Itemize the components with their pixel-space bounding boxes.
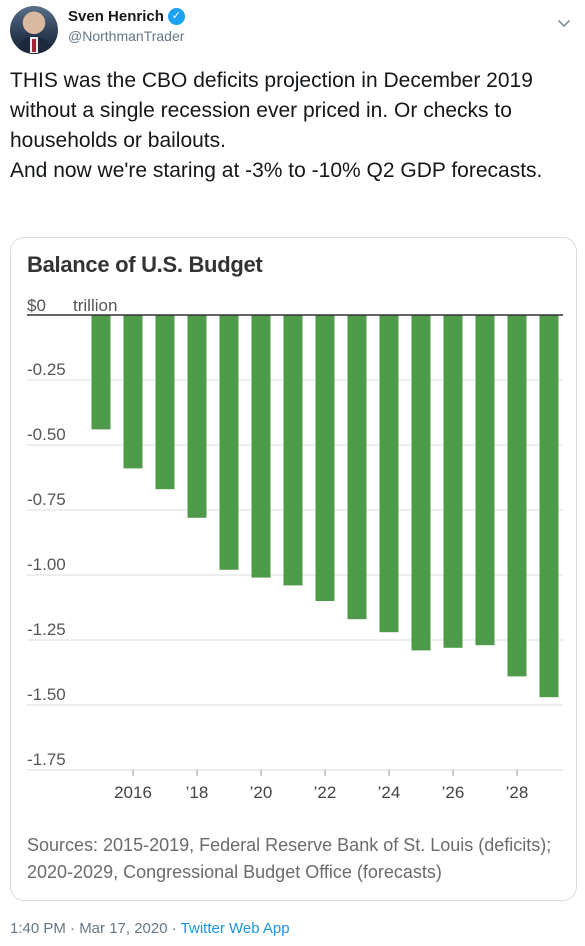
x-tick-label: ’20: [250, 783, 273, 802]
footer-separator: ·: [167, 920, 181, 937]
chart-image-card[interactable]: Balance of U.S. Budget $0 -0.25 -0.50 -0.75…: [10, 237, 577, 901]
author-name[interactable]: Sven Henrich: [68, 8, 164, 25]
bar-2022: [315, 315, 335, 601]
x-tick-label: ’28: [506, 783, 529, 802]
tweet-footer: 1:40 PM · Mar 17, 2020 · Twitter Web App: [10, 920, 290, 937]
y-tick-label: -0.25: [27, 360, 66, 379]
y-unit-label: trillion: [73, 296, 117, 315]
bar-2020: [251, 315, 271, 578]
chevron-down-icon[interactable]: [555, 14, 573, 32]
bar-2023: [347, 315, 367, 620]
bar-2018: [187, 315, 207, 518]
bar-2017: [155, 315, 175, 490]
source-app-link[interactable]: Twitter Web App: [180, 920, 290, 937]
x-tick-label: ’18: [186, 783, 209, 802]
author-handle[interactable]: @NorthmanTrader: [68, 28, 185, 44]
x-tick-label: ’26: [442, 783, 465, 802]
bar-2016: [123, 315, 143, 469]
budget-bar-chart: $0 -0.25 -0.50 -0.75 -1.00 -1.25 -1.50 -1.75 tri…: [27, 296, 563, 802]
chart-title: Balance of U.S. Budget: [27, 252, 263, 277]
bar-2026: [443, 315, 463, 648]
verified-badge-icon: ✓: [167, 8, 185, 25]
bar-2029: [539, 315, 559, 698]
chart-sources: Sources: 2015-2019, Federal Reserve Bank…: [27, 835, 552, 882]
y-tick-label: -0.75: [27, 490, 66, 509]
tweet-header: Sven Henrich ✓ @NorthmanTrader: [10, 6, 575, 56]
tweet-text: THIS was the CBO deficits projection in …: [10, 66, 575, 186]
bar-2025: [411, 315, 431, 651]
y-tick-label: -0.50: [27, 425, 66, 444]
tweet-text-line-1: THIS was the CBO deficits projection in …: [10, 69, 539, 152]
y-tick-label: -1.25: [27, 620, 66, 639]
tweet-text-line-2: And now we're staring at -3% to -10% Q2 …: [10, 159, 543, 182]
bar-2024: [379, 315, 399, 633]
bar-2015: [91, 315, 111, 430]
y-tick-label: $0: [27, 296, 46, 315]
bar-2019: [219, 315, 239, 570]
bar-2021: [283, 315, 303, 586]
y-tick-label: -1.50: [27, 685, 66, 704]
timestamp[interactable]: 1:40 PM · Mar 17, 2020: [10, 920, 168, 937]
x-tick-label: 2016: [114, 783, 152, 802]
x-tick-label: ’24: [378, 783, 401, 802]
user-info[interactable]: Sven Henrich ✓ @NorthmanTrader: [68, 8, 185, 44]
bar-2028: [507, 315, 527, 677]
bar-2027: [475, 315, 495, 646]
y-tick-label: -1.75: [27, 750, 66, 769]
avatar[interactable]: [10, 6, 58, 54]
y-tick-label: -1.00: [27, 555, 66, 574]
x-tick-label: ’22: [314, 783, 337, 802]
